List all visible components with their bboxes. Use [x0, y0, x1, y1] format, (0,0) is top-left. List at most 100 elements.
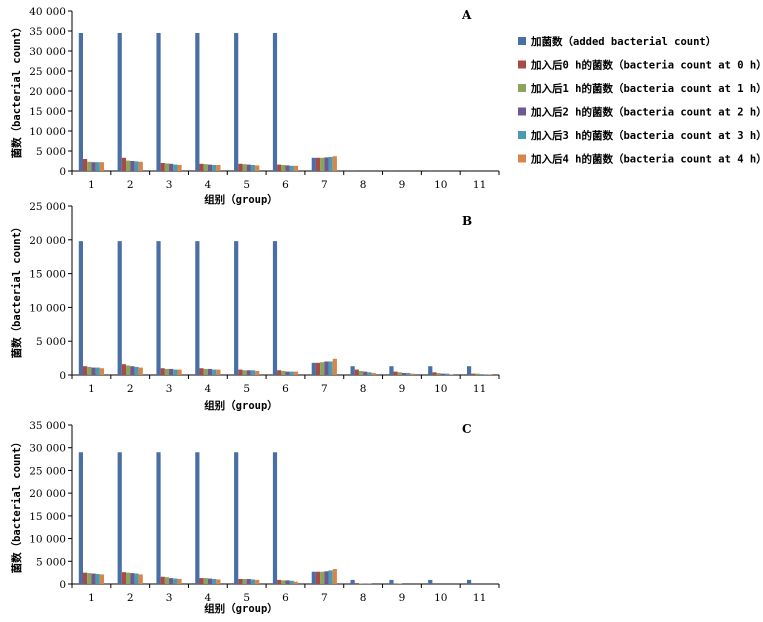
x-tick-label: 5	[243, 383, 250, 395]
x-tick-label: 11	[473, 592, 486, 604]
bar-series-0-group-2	[117, 452, 122, 584]
bar-series-5-group-1	[99, 162, 105, 171]
bar-series-1-group-3	[160, 163, 165, 171]
bar-series-1-group-6	[277, 164, 282, 171]
bar-series-0-group-6	[272, 452, 278, 584]
bar-series-5-group-2	[138, 161, 143, 171]
bar-series-1-group-9	[393, 371, 398, 375]
bar-series-0-group-7	[311, 157, 316, 171]
y-tick-label: 20 000	[29, 235, 66, 247]
bar-series-4-group-11	[483, 374, 489, 375]
y-axis-label: 菌数（bacterial count）	[10, 22, 23, 159]
y-axis-label: 菌数（bacterial count）	[10, 222, 23, 359]
bar-series-4-group-3	[173, 164, 178, 171]
bar-series-3-group-7	[324, 157, 329, 171]
bar-series-4-group-1	[95, 574, 100, 584]
bar-series-4-group-2	[134, 366, 139, 375]
legend-label: 加入后0 h的菌数（bacteria count at 0 h）	[530, 59, 763, 72]
y-tick-label: 15 000	[29, 511, 66, 523]
bar-series-2-group-7	[320, 571, 325, 584]
bar-series-3-group-4	[207, 368, 213, 375]
bar-series-3-group-10	[440, 373, 445, 375]
bar-series-0-group-3	[156, 33, 161, 171]
x-tick-label: 2	[127, 383, 134, 395]
x-tick-label: 4	[205, 383, 212, 395]
bar-series-4-group-2	[134, 161, 139, 171]
bar-series-1-group-6	[277, 370, 282, 375]
bar-series-1-group-5	[238, 163, 243, 171]
bar-series-0-group-8	[350, 170, 355, 171]
legend-label: 加入后3 h的菌数（bacteria count at 3 h）	[530, 129, 763, 142]
bar-series-5-group-4	[216, 369, 221, 375]
bar-series-2-group-4	[203, 368, 208, 375]
bar-series-5-group-5	[255, 579, 260, 584]
bar-series-2-group-2	[126, 365, 131, 375]
bar-series-1-group-7	[315, 157, 321, 171]
x-axis-label: 组别（group）	[204, 602, 278, 615]
bar-series-5-group-6	[293, 581, 299, 584]
y-tick-label: 15 000	[29, 106, 66, 118]
x-tick-label: 9	[399, 179, 406, 191]
bar-series-3-group-1	[91, 573, 96, 584]
bar-series-2-group-10	[436, 372, 441, 375]
bar-series-5-group-7	[332, 358, 337, 375]
x-tick-label: 8	[360, 383, 367, 395]
bar-series-1-group-7	[315, 362, 321, 375]
y-tick-label: 25 000	[29, 465, 66, 477]
bar-series-5-group-1	[99, 574, 105, 584]
bar-series-2-group-1	[87, 366, 92, 375]
legend-swatch	[518, 154, 526, 163]
y-tick-label: 5 000	[36, 336, 66, 348]
x-axis-label: 组别（group）	[204, 193, 278, 206]
bar-series-1-group-5	[238, 369, 243, 375]
bar-series-3-group-5	[246, 579, 251, 584]
bar-series-1-group-7	[315, 571, 321, 584]
bar-series-4-group-7	[328, 361, 333, 375]
bar-series-3-group-2	[130, 161, 135, 171]
x-tick-label: 8	[360, 179, 367, 191]
bar-series-0-group-1	[78, 33, 83, 171]
bar-series-5-group-4	[216, 579, 221, 584]
bar-series-3-group-5	[246, 164, 251, 171]
bar-series-4-group-5	[250, 579, 256, 584]
x-tick-label: 10	[434, 383, 447, 395]
bar-series-2-group-6	[281, 580, 286, 584]
bar-series-4-group-7	[328, 157, 333, 171]
bar-series-3-group-2	[130, 573, 135, 584]
bar-series-5-group-1	[99, 368, 105, 375]
bar-series-0-group-1	[78, 241, 83, 375]
bar-series-1-group-8	[354, 583, 359, 584]
bar-series-4-group-8	[367, 372, 372, 375]
bar-series-4-group-4	[212, 579, 217, 584]
x-tick-label: 3	[166, 383, 173, 395]
bar-series-0-group-4	[195, 241, 200, 375]
bar-series-0-group-8	[350, 366, 355, 375]
y-tick-label: 40 000	[29, 6, 66, 18]
bar-series-0-group-11	[466, 170, 472, 171]
bar-series-5-group-3	[177, 369, 182, 375]
bar-series-3-group-4	[207, 578, 213, 584]
y-tick-label: 30 000	[29, 443, 66, 455]
bar-series-1-group-2	[121, 364, 127, 375]
bar-series-4-group-3	[173, 369, 178, 375]
legend-swatch	[518, 107, 526, 116]
bar-series-0-group-3	[156, 452, 161, 584]
bar-series-2-group-2	[126, 572, 131, 584]
bar-series-3-group-8	[363, 371, 368, 375]
x-tick-label: 11	[473, 179, 486, 191]
bar-series-1-group-4	[199, 368, 204, 375]
bar-series-2-group-5	[242, 579, 247, 584]
legend-label: 加入后2 h的菌数（bacteria count at 2 h）	[530, 106, 763, 119]
panel-letter: B	[462, 214, 472, 228]
bar-series-3-group-7	[324, 361, 329, 375]
bar-series-1-group-1	[82, 159, 88, 171]
y-tick-label: 0	[59, 579, 66, 591]
bar-series-5-group-8	[371, 372, 376, 375]
bar-series-0-group-2	[117, 241, 122, 375]
bar-series-2-group-8	[358, 370, 364, 375]
x-tick-label: 5	[243, 592, 250, 604]
bar-series-5-group-7	[332, 569, 337, 584]
y-tick-label: 10 000	[29, 534, 66, 546]
bar-series-0-group-2	[117, 33, 122, 171]
bar-series-3-group-3	[169, 368, 174, 375]
